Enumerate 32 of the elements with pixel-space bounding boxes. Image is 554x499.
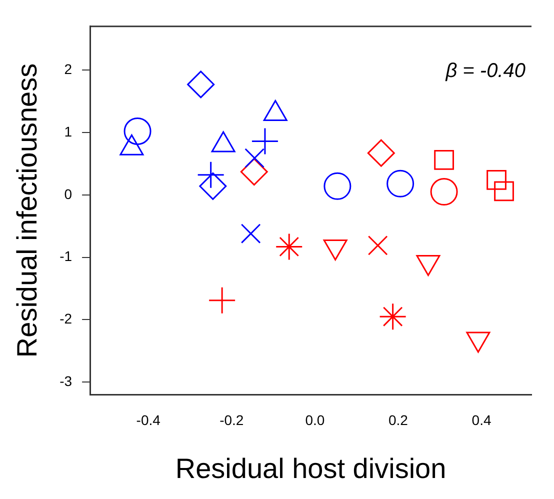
y-tick-label: 2 — [64, 60, 72, 77]
point — [275, 232, 303, 260]
y-axis-title: Residual infectiousness — [12, 63, 43, 358]
x-tick-label: 0.4 — [472, 412, 492, 428]
point — [240, 224, 261, 244]
point — [187, 70, 215, 98]
x-tick-label: -0.4 — [136, 412, 161, 428]
y-tick-label: 0 — [64, 186, 72, 202]
point — [251, 127, 279, 155]
y-tick-label: -1 — [60, 248, 72, 264]
point — [367, 139, 395, 167]
x-axis-title: Residual host division — [175, 452, 446, 484]
point — [124, 117, 152, 145]
x-tick-label: -0.2 — [220, 412, 244, 428]
y-tick-label: -2 — [60, 310, 72, 327]
point — [244, 148, 264, 168]
point — [197, 161, 225, 189]
annotation: β = -0.40 — [444, 60, 526, 82]
point — [494, 181, 514, 202]
x-tick-label: 0.0 — [305, 412, 325, 428]
point — [368, 236, 388, 256]
point — [379, 302, 407, 330]
x-tick-label: 0.2 — [388, 412, 408, 428]
point — [199, 172, 227, 200]
point — [324, 172, 352, 200]
point — [486, 170, 506, 190]
y-tick-label: 1 — [64, 123, 72, 140]
y-tick-label: -3 — [60, 372, 72, 389]
point — [386, 170, 414, 198]
point — [430, 178, 458, 206]
point — [240, 158, 268, 186]
point — [434, 150, 454, 170]
